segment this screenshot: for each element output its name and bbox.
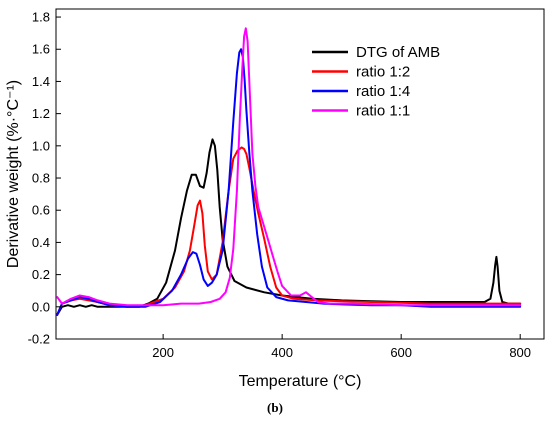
x-tick-label: 200 [152,345,174,360]
x-tick-label: 800 [509,345,531,360]
legend-label: ratio 1:2 [356,64,410,81]
series-line-4 [56,27,522,307]
y-tick-label: 0.2 [32,267,50,282]
y-tick-label: 1.6 [32,42,50,57]
x-tick-label: 600 [390,345,412,360]
x-tick-label: 400 [271,345,293,360]
legend-label: DTG of AMB [356,44,440,61]
y-tick-label: 0.6 [32,203,50,218]
y-tick-label: 1.2 [32,106,50,121]
series-line-3 [56,48,522,316]
axes-layer: 200 400 600 800 -0.2 0.0 0.2 0.4 0.6 0.8 1.0 1.2 1.4… [28,10,531,360]
x-axis-title: Temperature (°C) [239,373,362,390]
y-tick-label: 0.4 [32,235,50,250]
y-tick-label: 1.8 [32,10,50,25]
series-line-2 [56,146,522,316]
figure-caption: (b) [267,400,283,415]
y-tick-label: 0.0 [32,299,50,314]
y-tick-label: 0.8 [32,171,50,186]
y-tick-label: -0.2 [28,332,50,347]
y-tick-label: 1.4 [32,74,50,89]
legend-label: ratio 1:1 [356,103,410,120]
y-tick-label: 1.0 [32,138,50,153]
series-line-1 [56,138,522,316]
legend-label: ratio 1:4 [356,83,410,100]
y-axis-title: Derivative weight (%·°C⁻¹) [5,80,22,268]
legend: DTG of AMB ratio 1:2 ratio 1:4 ratio 1:1 [312,44,440,120]
series-layer [56,27,522,316]
plot-frame [55,8,545,340]
